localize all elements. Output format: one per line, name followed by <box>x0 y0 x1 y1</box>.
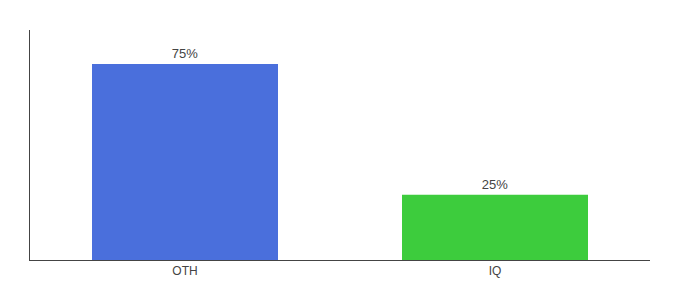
svg-text:25%: 25% <box>482 177 508 192</box>
svg-text:IQ: IQ <box>489 264 502 278</box>
svg-text:OTH: OTH <box>172 264 197 278</box>
svg-text:75%: 75% <box>172 46 198 61</box>
